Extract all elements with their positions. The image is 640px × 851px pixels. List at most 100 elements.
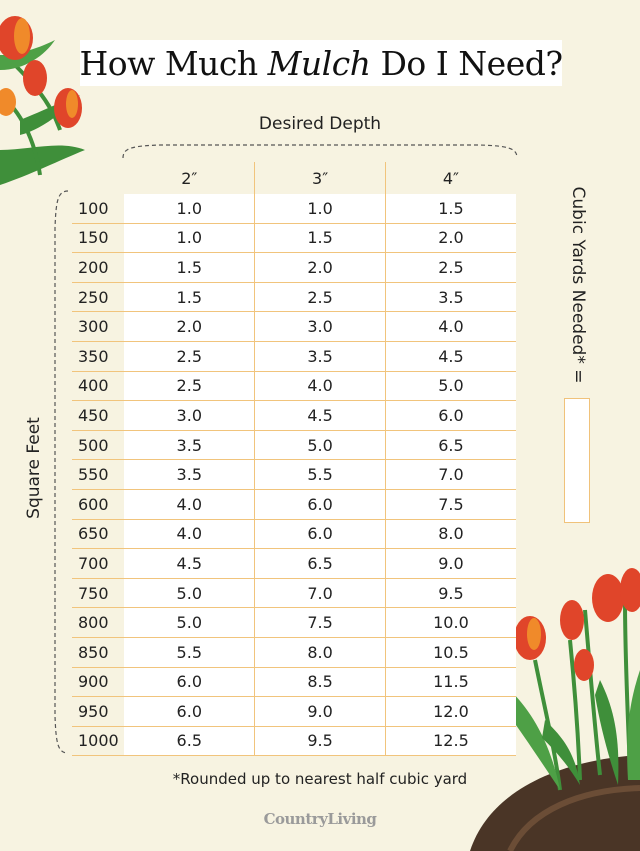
table-row: 250 1.5 2.5 3.5 <box>72 282 516 313</box>
cubic-yards-cell: 3.5 <box>254 341 386 372</box>
cubic-yards-cell: 3.0 <box>124 400 256 431</box>
cubic-yards-cell: 4.5 <box>254 400 386 431</box>
table-row: 300 2.0 3.0 4.0 <box>72 311 516 342</box>
sqft-cell: 550 <box>72 459 125 490</box>
tulip-cluster-illustration <box>0 16 85 185</box>
sqft-cell: 250 <box>72 282 125 313</box>
cubic-yards-cell: 5.0 <box>385 371 516 402</box>
table-row: 150 1.0 1.5 2.0 <box>72 223 516 254</box>
depth-header: 3″ <box>254 162 386 194</box>
cubic-yards-cell: 6.0 <box>124 667 256 698</box>
cubic-yards-cell: 7.0 <box>385 459 516 490</box>
title-after: Do I Need? <box>380 43 563 83</box>
cubic-yards-cell: 12.0 <box>385 696 516 727</box>
sqft-cell: 500 <box>72 430 125 461</box>
cubic-yards-cell: 6.5 <box>124 726 256 757</box>
cubic-yards-cell: 9.5 <box>254 726 386 757</box>
table-row: 550 3.5 5.5 7.0 <box>72 459 516 490</box>
cubic-yards-cell: 9.0 <box>385 548 516 579</box>
corner-cell <box>72 162 124 194</box>
table-row: 350 2.5 3.5 4.5 <box>72 341 516 372</box>
header-row: 2″ 3″ 4″ <box>72 162 516 194</box>
sqft-cell: 300 <box>72 311 125 342</box>
cubic-yards-cell: 6.5 <box>385 430 516 461</box>
depth-header: 2″ <box>124 162 256 194</box>
title-emphasis: Mulch <box>267 43 371 83</box>
table-row: 900 6.0 8.5 11.5 <box>72 667 516 698</box>
cubic-yards-cell: 4.0 <box>124 489 256 520</box>
cubic-yards-cell: 8.0 <box>385 519 516 550</box>
cubic-yards-cell: 6.0 <box>254 489 386 520</box>
table-row: 600 4.0 6.0 7.5 <box>72 489 516 520</box>
cubic-yards-cell: 2.5 <box>124 341 256 372</box>
cubic-yards-cell: 2.5 <box>124 371 256 402</box>
cubic-yards-cell: 3.5 <box>385 282 516 313</box>
table-row: 500 3.5 5.0 6.5 <box>72 430 516 461</box>
cubic-yards-cell: 10.0 <box>385 607 516 638</box>
cubic-yards-cell: 1.5 <box>124 282 256 313</box>
sqft-cell: 100 <box>72 194 125 224</box>
square-feet-axis-label: Square Feet <box>24 417 44 519</box>
cubic-yards-cell: 3.0 <box>254 311 386 342</box>
cubic-yards-cell: 4.5 <box>124 548 256 579</box>
brand-logo: CountryLiving <box>263 810 377 828</box>
sqft-cell: 600 <box>72 489 125 520</box>
cubic-yards-cell: 1.0 <box>124 194 256 224</box>
cubic-yards-cell: 4.0 <box>124 519 256 550</box>
sqft-cell: 950 <box>72 696 125 727</box>
cubic-yards-cell: 1.0 <box>124 223 256 254</box>
cubic-yards-cell: 7.5 <box>385 489 516 520</box>
cubic-yards-cell: 1.5 <box>385 194 516 224</box>
table-row: 650 4.0 6.0 8.0 <box>72 519 516 550</box>
cubic-yards-cell: 2.0 <box>385 223 516 254</box>
cubic-yards-cell: 2.0 <box>254 252 386 283</box>
sqft-cell: 900 <box>72 667 125 698</box>
footnote: *Rounded up to nearest half cubic yard <box>172 770 468 788</box>
cubic-yards-cell: 5.5 <box>254 459 386 490</box>
cubic-yards-label: Cubic Yards Needed* = <box>568 186 588 384</box>
table-row: 850 5.5 8.0 10.5 <box>72 637 516 668</box>
sqft-cell: 200 <box>72 252 125 283</box>
cubic-yards-cell: 8.5 <box>254 667 386 698</box>
sqft-cell: 450 <box>72 400 125 431</box>
mulch-table: 2″ 3″ 4″ 100 1.0 1.0 1.5 150 1.0 1.5 2.0 200 1.5 2… <box>72 162 516 757</box>
cubic-yards-cell: 6.5 <box>254 548 386 579</box>
table-row: 100 1.0 1.0 1.5 <box>72 194 516 224</box>
cubic-yards-cell: 4.0 <box>254 371 386 402</box>
cubic-yards-cell: 4.0 <box>385 311 516 342</box>
cubic-yards-cell: 5.0 <box>124 578 256 609</box>
sqft-cell: 150 <box>72 223 125 254</box>
cubic-yards-cell: 1.0 <box>254 194 386 224</box>
page-title: How Much Mulch Do I Need? <box>79 43 563 83</box>
cubic-yards-cell: 2.5 <box>385 252 516 283</box>
title-banner: How Much Mulch Do I Need? <box>79 40 563 86</box>
table-row: 750 5.0 7.0 9.5 <box>72 578 516 609</box>
cubic-yards-cell: 3.5 <box>124 430 256 461</box>
cubic-yards-cell: 6.0 <box>254 519 386 550</box>
cubic-yards-cell: 6.0 <box>385 400 516 431</box>
cubic-yards-cell: 11.5 <box>385 667 516 698</box>
cubic-yards-cell: 2.5 <box>254 282 386 313</box>
cubic-yards-cell: 9.5 <box>385 578 516 609</box>
table-row: 1000 6.5 9.5 12.5 <box>72 726 516 757</box>
sqft-cell: 350 <box>72 341 125 372</box>
cubic-yards-cell: 5.0 <box>254 430 386 461</box>
cubic-yards-cell: 1.5 <box>254 223 386 254</box>
title-before: How Much <box>79 43 258 83</box>
cubic-yards-cell: 9.0 <box>254 696 386 727</box>
sqft-cell: 650 <box>72 519 125 550</box>
cubic-yards-cell: 7.5 <box>254 607 386 638</box>
sqft-cell: 700 <box>72 548 125 579</box>
cubic-yards-cell: 1.5 <box>124 252 256 283</box>
cubic-yards-cell: 5.5 <box>124 637 256 668</box>
cubic-yards-cell: 3.5 <box>124 459 256 490</box>
table-row: 800 5.0 7.5 10.0 <box>72 607 516 638</box>
table-row: 700 4.5 6.5 9.0 <box>72 548 516 579</box>
cubic-yards-cell: 4.5 <box>385 341 516 372</box>
depth-axis-label: Desired Depth <box>258 114 382 134</box>
sqft-cell: 750 <box>72 578 125 609</box>
table-row: 450 3.0 4.5 6.0 <box>72 400 516 431</box>
table-row: 200 1.5 2.0 2.5 <box>72 252 516 283</box>
sqft-cell: 800 <box>72 607 125 638</box>
cubic-yards-cell: 7.0 <box>254 578 386 609</box>
